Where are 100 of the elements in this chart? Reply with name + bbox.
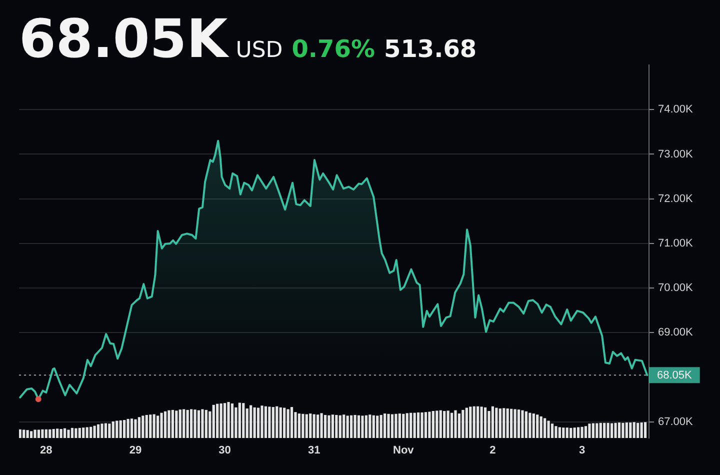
y-tick-label: 72.00K: [658, 192, 694, 205]
y-tick-label: 67.00K: [658, 416, 694, 428]
bar: [194, 410, 196, 438]
bar: [465, 408, 468, 438]
bar: [178, 410, 182, 438]
bar: [116, 420, 118, 438]
bar: [82, 428, 85, 438]
bar: [264, 406, 268, 438]
bar: [554, 426, 558, 438]
bar: [580, 426, 584, 438]
bar: [506, 408, 509, 438]
bar: [104, 423, 108, 438]
bar: [416, 412, 420, 438]
bar: [60, 429, 62, 438]
bar: [592, 423, 594, 438]
bar: [640, 422, 643, 438]
bar: [536, 414, 539, 438]
bar: [484, 407, 487, 438]
bar: [510, 408, 513, 438]
y-tick-label: 69.00K: [658, 326, 694, 339]
bar: [142, 416, 144, 438]
bar: [443, 410, 446, 438]
x-tick-label: 28: [40, 444, 52, 457]
bar: [606, 422, 610, 438]
bar: [644, 422, 647, 438]
bar: [134, 419, 137, 438]
bar: [309, 414, 312, 438]
bar: [436, 410, 438, 438]
bar: [96, 424, 100, 438]
x-tick-label: 31: [308, 444, 320, 457]
bar: [376, 416, 379, 438]
bar: [547, 420, 550, 438]
bar: [123, 420, 126, 438]
ref-line-label: 68.05K: [657, 370, 693, 382]
bar: [521, 410, 524, 438]
bar: [223, 403, 226, 438]
bar: [298, 414, 301, 438]
bar: [260, 406, 264, 438]
bar: [108, 424, 111, 438]
bar: [357, 415, 360, 438]
x-tick-label: 3: [578, 444, 586, 457]
bar: [320, 413, 323, 438]
bar: [383, 414, 386, 438]
bar: [566, 428, 568, 438]
bar: [160, 412, 163, 438]
bar: [93, 426, 96, 438]
bar: [462, 410, 464, 438]
y-tick-label: 74.00K: [658, 104, 694, 116]
bar: [138, 417, 140, 438]
bar: [100, 424, 104, 438]
bar: [632, 422, 636, 438]
text: 0.76%: [292, 35, 375, 63]
bar: [410, 412, 412, 438]
bar: [584, 426, 588, 438]
bar: [570, 428, 572, 438]
bar: [328, 415, 330, 438]
bar: [450, 412, 454, 438]
bar: [622, 422, 624, 438]
bar: [361, 416, 364, 438]
y-tick-label: 71.00K: [658, 238, 694, 250]
bar: [380, 414, 382, 438]
bar: [338, 415, 342, 438]
bar: [458, 414, 461, 438]
bar: [19, 429, 22, 438]
bar: [290, 407, 294, 438]
bar: [394, 414, 398, 438]
bar: [30, 431, 33, 438]
bar: [558, 427, 561, 438]
bar: [502, 408, 506, 438]
bar: [480, 406, 483, 438]
bar: [186, 410, 189, 438]
bar: [550, 424, 554, 438]
text: 513.68: [384, 35, 477, 63]
bar: [316, 414, 320, 438]
bar: [302, 414, 304, 438]
bar: [588, 424, 591, 438]
bar: [432, 410, 434, 438]
bar: [272, 407, 274, 438]
bar: [446, 410, 450, 438]
bar: [204, 410, 208, 438]
bar: [342, 414, 346, 438]
bar: [175, 410, 178, 438]
bar: [70, 428, 74, 438]
bar: [424, 412, 428, 438]
bar: [67, 430, 70, 438]
bar: [439, 410, 442, 438]
bar: [63, 428, 66, 438]
bar: [495, 408, 498, 438]
bar: [182, 409, 186, 438]
x-tick-label: Nov: [393, 444, 415, 457]
y-tick-label: 73.00K: [658, 148, 694, 160]
bar: [528, 412, 532, 438]
bar: [364, 415, 368, 438]
bar: [220, 403, 222, 438]
bar: [156, 416, 160, 438]
bar: [413, 412, 416, 438]
bar: [216, 404, 219, 438]
bar: [331, 414, 334, 438]
bar: [52, 429, 55, 438]
bar: [119, 420, 122, 438]
